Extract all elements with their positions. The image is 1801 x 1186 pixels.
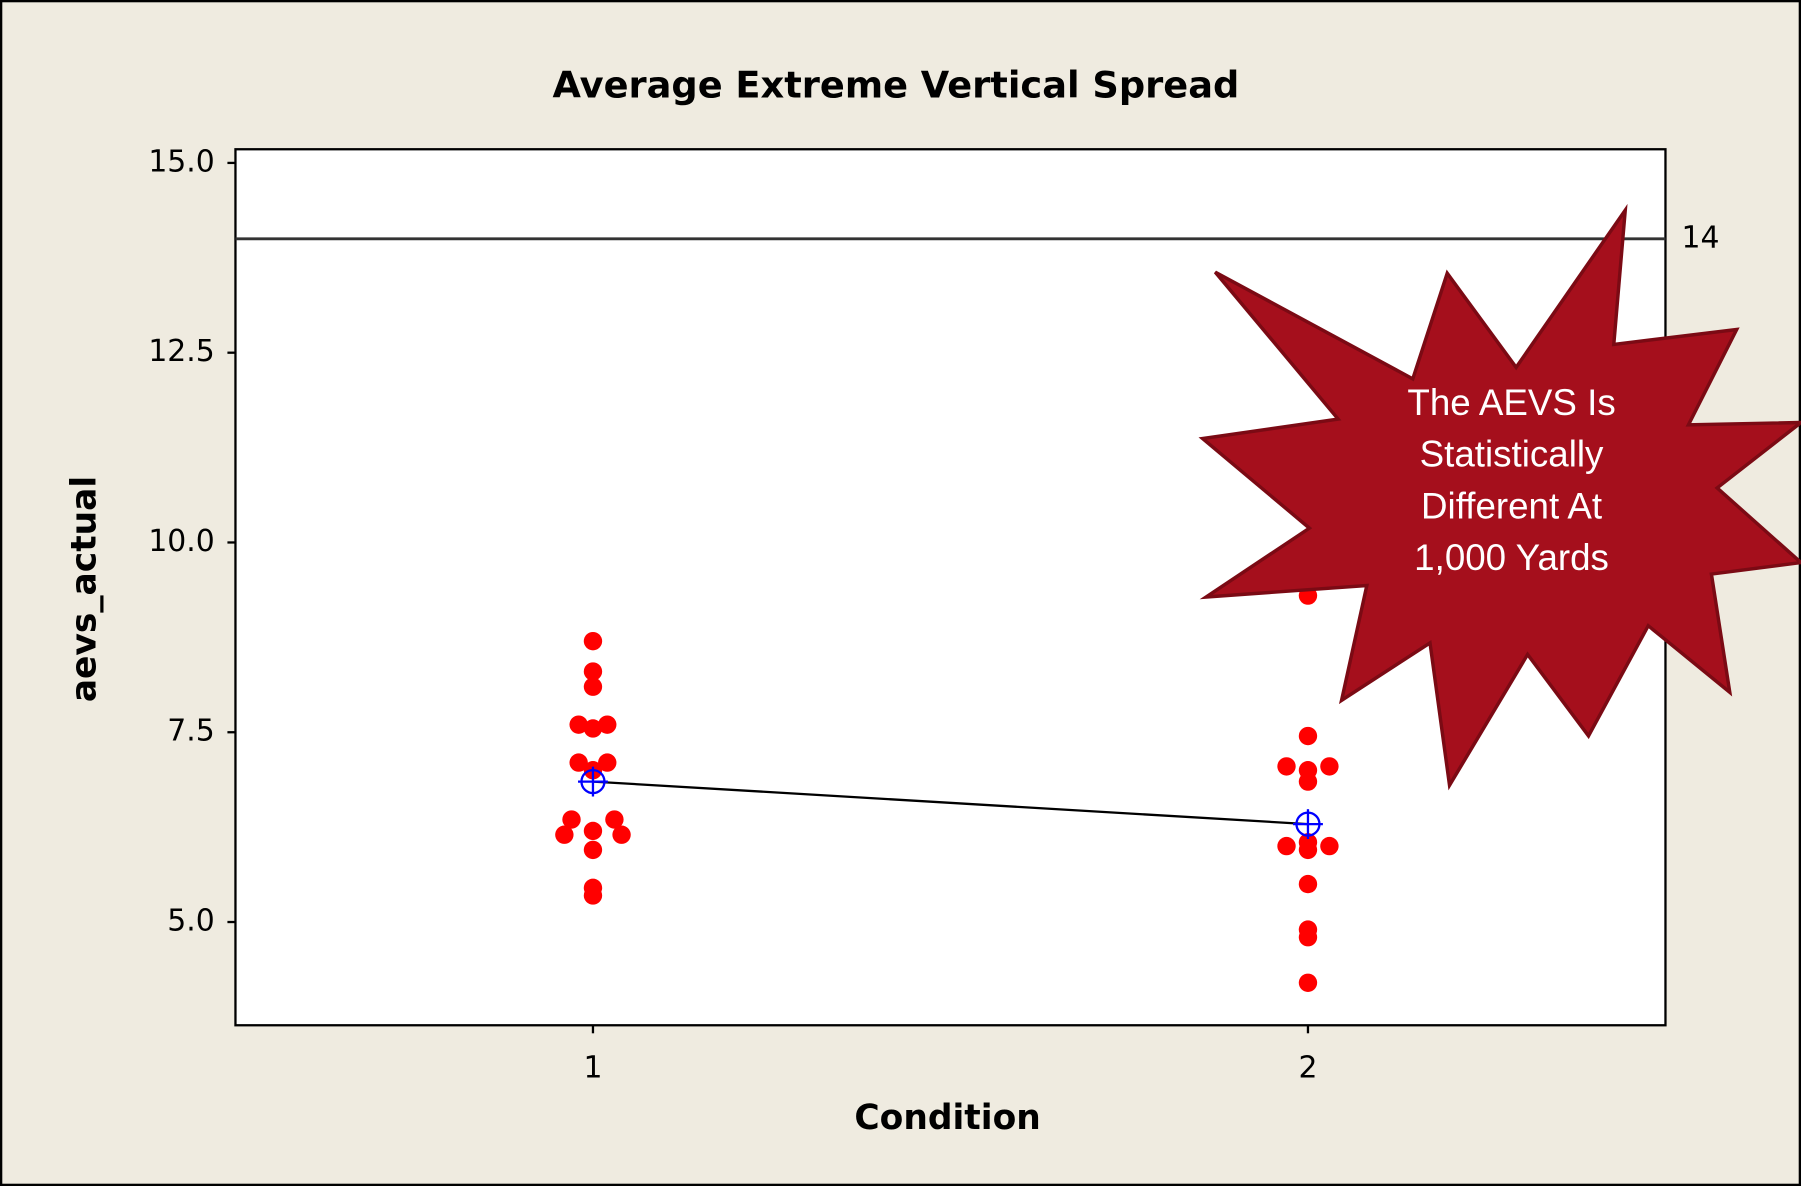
callout-line: 1,000 Yards <box>1414 537 1609 578</box>
data-point <box>569 753 588 772</box>
data-point <box>1298 973 1318 992</box>
data-point <box>583 677 603 696</box>
data-point <box>1320 757 1339 776</box>
mean-marker <box>1293 809 1323 840</box>
data-point <box>1298 874 1318 894</box>
x-tick-label: 1 <box>583 1050 602 1085</box>
y-tick-label: 5.0 <box>167 904 214 939</box>
data-point <box>569 715 588 734</box>
x-axis-title: Condition <box>854 1098 1040 1138</box>
x-tick-label: 2 <box>1298 1050 1317 1085</box>
data-point <box>1320 836 1339 856</box>
callout-text: The AEVS Is Statistically Different At 1,00… <box>1407 382 1615 578</box>
data-point <box>598 753 617 772</box>
callout-line: Different At <box>1421 485 1602 526</box>
mean-marker <box>578 766 608 797</box>
starburst-callout <box>1198 203 1801 791</box>
chart-title: Average Extreme Vertical Spread <box>553 64 1240 107</box>
mean-line <box>592 780 1309 826</box>
reference-label: 14 <box>1682 220 1720 255</box>
y-tick-label: 7.5 <box>167 714 214 749</box>
data-point <box>583 821 603 841</box>
data-point <box>1298 840 1318 860</box>
data-point <box>583 719 603 738</box>
data-point <box>555 825 574 844</box>
y-tick-label: 10.0 <box>148 524 214 559</box>
data-point <box>583 662 603 681</box>
y-axis-title: aevs_actual <box>65 476 105 702</box>
data-point <box>1277 757 1296 776</box>
data-point <box>1298 928 1318 947</box>
callout-line: Statistically <box>1420 434 1604 475</box>
callout-line: The AEVS Is <box>1407 382 1615 423</box>
data-point <box>605 810 624 829</box>
data-point <box>598 715 617 734</box>
data-point <box>1277 836 1296 856</box>
y-tick-label: 15.0 <box>148 144 214 179</box>
data-point <box>583 840 603 860</box>
data-point <box>612 825 631 844</box>
data-point <box>1298 772 1318 791</box>
data-point <box>1298 726 1318 746</box>
data-point <box>583 886 603 905</box>
data-point <box>562 810 581 829</box>
y-tick-label: 12.5 <box>148 334 214 369</box>
data-point <box>583 631 603 651</box>
